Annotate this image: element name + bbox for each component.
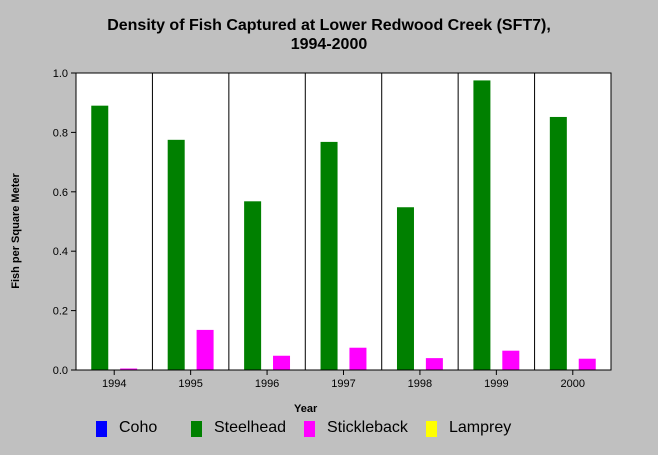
plot-border [75,72,612,371]
x-tick-label: 1997 [331,378,355,390]
x-axis-label: Year [294,403,318,415]
bar-steelhead-1994 [91,105,109,371]
legend-swatch [426,421,437,437]
y-axis-label: Fish per Square Meter [10,173,22,289]
bar-steelhead-1995 [167,139,185,370]
bar-stickleback-1995 [196,329,214,370]
bar-stickleback-1996 [273,355,291,370]
legend-label: Coho [119,419,158,436]
x-tick-label: 1999 [484,378,508,390]
bar-stickleback-1997 [349,347,367,370]
y-tick-label: 0.6 [53,187,68,199]
chart-title: Density of Fish Captured at Lower Redwoo… [107,17,551,34]
bar-stickleback-1999 [502,350,520,370]
legend-swatch [96,421,107,437]
y-tick-label: 0.4 [53,246,68,258]
legend-label: Steelhead [214,419,287,436]
bar-steelhead-2000 [549,116,567,371]
x-tick-label: 1998 [408,378,432,390]
plot-background [76,73,611,370]
y-tick-label: 1.0 [53,68,68,80]
bar-steelhead-1998 [396,207,414,370]
bar-steelhead-1997 [320,141,338,370]
legend-label: Lamprey [449,419,512,436]
y-tick-label: 0.0 [53,365,68,377]
legend: Coho Steelhead Stickleback Lamprey [0,418,658,442]
bar-steelhead-1996 [244,201,262,370]
legend-swatch [191,421,202,437]
y-tick-label: 0.8 [53,127,68,139]
x-tick-label: 1994 [102,378,126,390]
x-tick-label: 2000 [561,378,585,390]
x-tick-label: 1996 [255,378,279,390]
bar-stickleback-1998 [425,358,443,370]
x-tick-label: 1995 [178,378,202,390]
bar-stickleback-1994 [120,368,138,370]
legend-label: Stickleback [327,419,408,436]
y-tick-label: 0.2 [53,306,68,318]
bar-stickleback-2000 [578,358,596,370]
bar-steelhead-1999 [473,80,491,371]
legend-swatch [304,421,315,437]
chart-subtitle: 1994-2000 [290,36,368,53]
